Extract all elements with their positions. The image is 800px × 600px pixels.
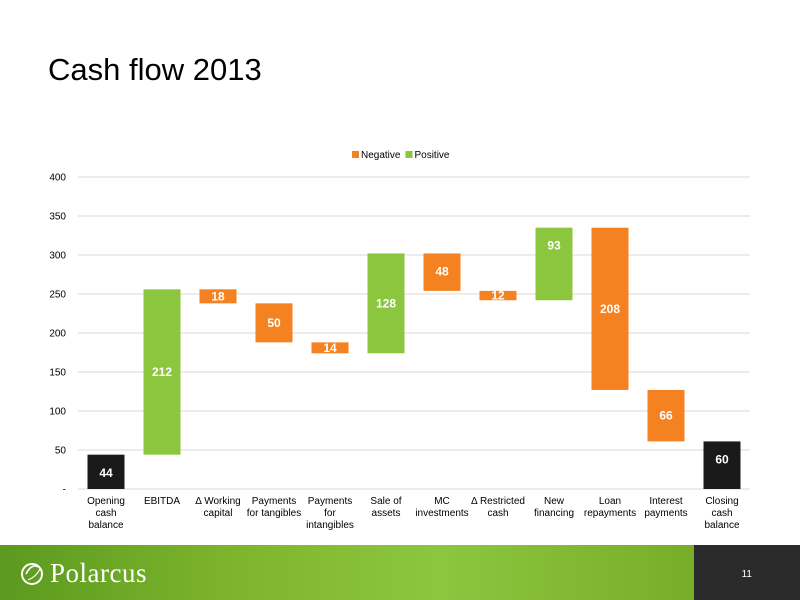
x-category-label: Sale of assets xyxy=(370,496,401,519)
bar-value-label: 212 xyxy=(152,365,172,379)
bar-value-label: 12 xyxy=(491,289,505,303)
x-category-label: Opening cash balance xyxy=(87,496,125,531)
slide-footer: Polarcus 11 xyxy=(0,545,800,600)
bar-negative xyxy=(423,253,461,291)
logo-wordmark: Polarcus xyxy=(50,557,147,588)
bar-negative xyxy=(479,290,517,301)
y-tick-label: 150 xyxy=(49,368,66,379)
bar-positive xyxy=(143,289,181,455)
bar-value-label: 44 xyxy=(99,466,113,480)
x-category-label: Δ Working capital xyxy=(195,496,240,519)
bar-value-label: 60 xyxy=(715,452,729,466)
bar-positive xyxy=(535,227,573,301)
company-logo: Polarcus xyxy=(18,555,147,591)
legend-layer: Negative Positive xyxy=(352,150,450,161)
x-category-label: Δ Restricted cash xyxy=(471,496,525,519)
legend-swatch xyxy=(405,151,413,158)
polarcus-logo-icon xyxy=(21,563,43,585)
bar-negative xyxy=(647,389,685,442)
x-category-label: Loan repayments xyxy=(584,496,636,519)
bar-negative xyxy=(255,303,293,343)
page-number: 11 xyxy=(741,569,752,580)
bar-positive xyxy=(367,253,405,354)
legend-swatch xyxy=(352,151,359,158)
bar-value-label: 128 xyxy=(376,296,396,310)
bar-value-label: 14 xyxy=(323,341,337,355)
y-tick-label: - xyxy=(63,485,66,496)
bar-value-label: 18 xyxy=(211,289,225,303)
x-category-label: MC investments xyxy=(415,496,468,519)
slide-title: Cash flow 2013 xyxy=(48,52,262,87)
bar-value-label: 93 xyxy=(547,239,561,253)
bar-negative xyxy=(199,289,237,304)
bar-value-label: 208 xyxy=(600,302,620,316)
x-category-label: Payments for intangibles xyxy=(306,496,354,531)
bar-value-label: 66 xyxy=(659,409,673,423)
bar-negative xyxy=(311,342,349,354)
bar-value-label: 48 xyxy=(435,264,449,278)
x-category-label: Payments for tangibles xyxy=(247,496,301,519)
y-tick-label: 100 xyxy=(49,407,66,418)
x-category-label: Closing cash balance xyxy=(704,496,739,531)
x-category-label: New financing xyxy=(534,496,574,519)
legend-label: Negative xyxy=(361,150,401,161)
cash-flow-waterfall-chart: 44 212 18 50 14 128 48 12 93 208 66 60 - 50 100 150 200… xyxy=(49,150,750,532)
bar-value-label: 50 xyxy=(267,316,281,330)
y-tick-label: 250 xyxy=(49,290,66,301)
y-tick-label: 50 xyxy=(55,446,67,457)
page-number-box: 11 xyxy=(694,545,800,600)
bar-balance xyxy=(703,441,741,489)
grid-layer xyxy=(78,176,750,490)
axis-layer: - 50 100 150 200 250 300 350 400 Opening cash balan… xyxy=(49,173,740,532)
bar-layer: 44 212 18 50 14 128 48 12 93 208 66 60 xyxy=(87,227,741,489)
legend-label: Positive xyxy=(414,150,449,161)
y-tick-label: 300 xyxy=(49,251,66,262)
y-tick-label: 400 xyxy=(49,173,66,184)
x-category-label: Interest payments xyxy=(644,496,687,519)
y-tick-label: 350 xyxy=(49,212,66,223)
bar-negative xyxy=(591,227,629,390)
bar-balance xyxy=(87,454,125,489)
x-category-label: EBITDA xyxy=(144,496,180,507)
y-tick-label: 200 xyxy=(49,329,66,340)
